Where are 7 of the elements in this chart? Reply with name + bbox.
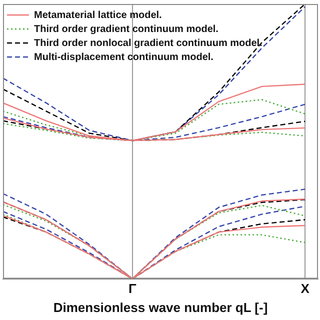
- legend-label: Metamaterial lattice model.: [34, 10, 162, 21]
- x-axis-title: Dimensionless wave number qL [-]: [53, 300, 268, 315]
- legend-label: Third order nonlocal gradient continuum model.: [34, 38, 263, 49]
- x-tick-label: X: [300, 281, 310, 296]
- legend-label: Multi-displacement continuum model.: [34, 52, 214, 63]
- x-tick-label: Γ: [128, 281, 137, 296]
- legend-label: Third order gradient continuum model.: [34, 24, 219, 35]
